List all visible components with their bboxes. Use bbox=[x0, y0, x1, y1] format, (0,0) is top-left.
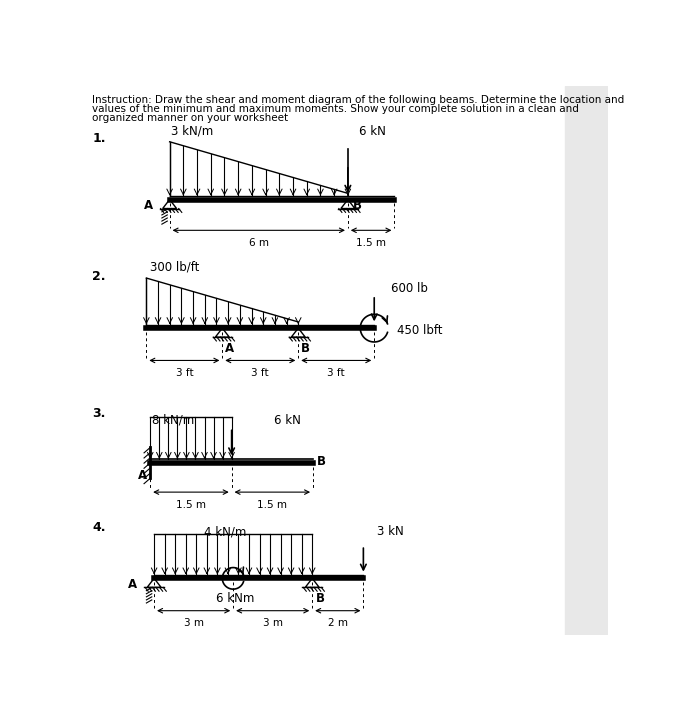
Text: Instruction: Draw the shear and moment diagram of the following beams. Determine: Instruction: Draw the shear and moment d… bbox=[92, 95, 624, 105]
Text: 3 m: 3 m bbox=[184, 618, 204, 628]
Text: A: A bbox=[144, 199, 153, 212]
Text: B: B bbox=[316, 593, 325, 605]
Text: 6 kN: 6 kN bbox=[274, 414, 301, 426]
Text: 2.: 2. bbox=[92, 270, 105, 283]
Text: 1.5 m: 1.5 m bbox=[176, 500, 206, 510]
Text: 450 lbft: 450 lbft bbox=[398, 324, 443, 337]
Text: 3.: 3. bbox=[92, 407, 105, 421]
Text: A: A bbox=[225, 342, 234, 355]
Text: 3 ft: 3 ft bbox=[176, 368, 193, 378]
Text: 3 ft: 3 ft bbox=[327, 368, 345, 378]
Text: 3 ft: 3 ft bbox=[252, 368, 269, 378]
Text: 1.: 1. bbox=[92, 132, 105, 145]
Text: 600 lb: 600 lb bbox=[391, 282, 427, 295]
Text: 2 m: 2 m bbox=[328, 618, 348, 628]
Text: 3 kN: 3 kN bbox=[377, 525, 404, 538]
Text: 6 m: 6 m bbox=[249, 238, 269, 248]
Text: 4.: 4. bbox=[92, 520, 105, 533]
Text: 3 m: 3 m bbox=[263, 618, 283, 628]
Text: A: A bbox=[138, 469, 147, 482]
Text: 6 kN: 6 kN bbox=[360, 125, 386, 138]
Text: 6 kNm: 6 kNm bbox=[215, 593, 254, 605]
Text: organized manner on your worksheet: organized manner on your worksheet bbox=[92, 113, 288, 123]
Text: B: B bbox=[352, 199, 362, 212]
Text: 3 kN/m: 3 kN/m bbox=[171, 124, 213, 137]
Text: B: B bbox=[300, 342, 310, 355]
Text: values of the minimum and maximum moments. Show your complete solution in a clea: values of the minimum and maximum moment… bbox=[92, 104, 579, 114]
Bar bbox=[565, 86, 608, 635]
Text: 8 kN/m: 8 kN/m bbox=[152, 414, 194, 426]
Text: 4 kN/m: 4 kN/m bbox=[205, 525, 246, 538]
Text: 1.5 m: 1.5 m bbox=[356, 238, 386, 248]
Text: 300 lb/ft: 300 lb/ft bbox=[151, 260, 200, 274]
Text: A: A bbox=[128, 578, 137, 591]
Text: 1.5 m: 1.5 m bbox=[257, 500, 288, 510]
Text: B: B bbox=[317, 455, 326, 468]
